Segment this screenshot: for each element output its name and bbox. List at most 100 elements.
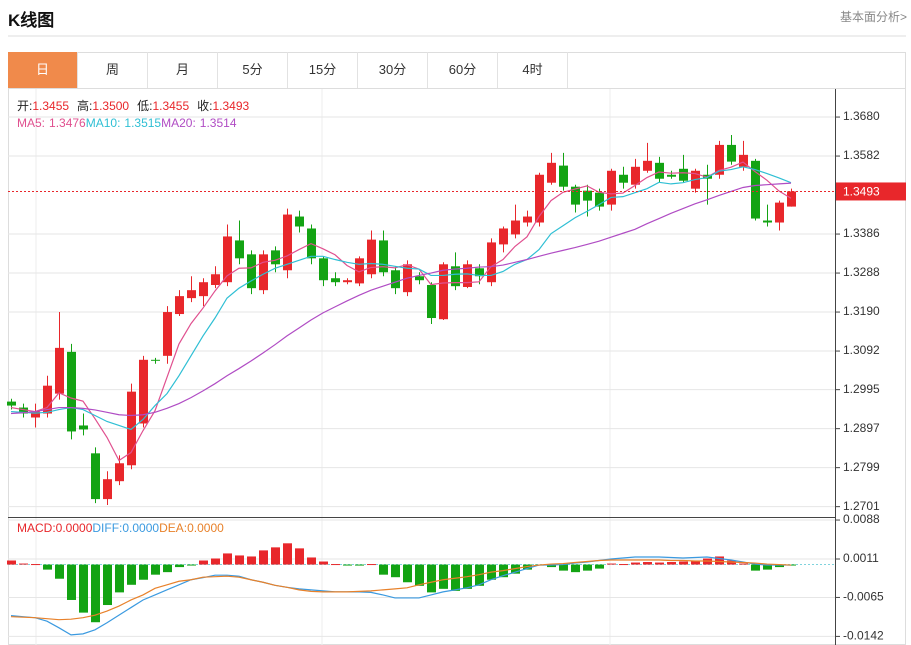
- candle-body: [679, 168, 688, 181]
- candle-body: [715, 144, 724, 175]
- macd-bar: [655, 562, 664, 565]
- macd-bar: [151, 564, 160, 575]
- macd-bar: [679, 561, 688, 565]
- analysis-link[interactable]: 基本面分析>: [839, 10, 907, 24]
- candle-body: [775, 202, 784, 223]
- legend-name: MACD:: [17, 521, 56, 535]
- y-tick-label: 1.2995: [843, 382, 880, 396]
- candle-body: [751, 160, 760, 219]
- candle-body: [475, 268, 484, 277]
- legend-value: 1.3476: [49, 116, 86, 130]
- macd-bar: [439, 564, 448, 589]
- candle-body: [223, 236, 232, 283]
- legend-value: 0.0000: [55, 521, 93, 535]
- tab[interactable]: 月: [148, 52, 218, 88]
- legend-item: MA20: 1.3514: [161, 116, 236, 130]
- candle-body: [319, 258, 328, 281]
- legend-item: DIFF:0.0000: [92, 521, 159, 535]
- candle-body: [535, 174, 544, 223]
- candle-body: [79, 425, 88, 430]
- info-item: 低:1.3455: [137, 97, 189, 114]
- candle-body: [619, 174, 628, 183]
- candle-body: [499, 228, 508, 245]
- candle-body: [367, 239, 376, 275]
- info-label: 低:: [137, 99, 153, 113]
- macd-bar: [343, 564, 352, 566]
- candle-body: [439, 264, 448, 320]
- candle-body: [7, 401, 16, 406]
- macd-bar: [115, 564, 124, 593]
- macd-bar: [691, 560, 700, 565]
- macd-bar: [763, 564, 772, 570]
- candle-body: [655, 162, 664, 179]
- candle-body: [355, 258, 364, 284]
- info-value: 1.3455: [152, 99, 190, 113]
- tab[interactable]: 5分: [218, 52, 288, 88]
- ma-legend: MA5: 1.3476MA10: 1.3515MA20: 1.3514: [17, 116, 237, 130]
- macd-bar: [571, 564, 580, 573]
- candle-body: [43, 385, 52, 414]
- macd-bar: [643, 562, 652, 565]
- candle-body: [295, 216, 304, 227]
- candle-body: [175, 296, 184, 315]
- macd-bar: [559, 564, 568, 571]
- tab[interactable]: 60分: [428, 52, 498, 88]
- macd-bar: [91, 564, 100, 623]
- macd-line: [10, 556, 791, 636]
- macd-bar: [67, 564, 76, 600]
- candle-body: [31, 411, 40, 418]
- legend-value: 1.3515: [124, 116, 162, 130]
- macd-bar: [199, 560, 208, 565]
- y-tick-label: -0.0065: [843, 590, 884, 604]
- legend-name: MA20:: [161, 116, 196, 130]
- candle-body: [763, 220, 772, 223]
- candle-body: [571, 186, 580, 205]
- tab[interactable]: 4时: [498, 52, 568, 88]
- candle-body: [67, 351, 76, 432]
- macd-bar: [43, 564, 52, 570]
- macd-bar: [631, 562, 640, 565]
- candle-body: [331, 278, 340, 283]
- candle-body: [199, 282, 208, 297]
- tab[interactable]: 日: [8, 52, 78, 88]
- ma-line: [10, 166, 792, 431]
- legend-value: 0.0000: [187, 521, 224, 535]
- macd-bar: [271, 547, 280, 565]
- macd-bar: [211, 558, 220, 565]
- y-tick-label: 1.3092: [843, 343, 880, 357]
- y-tick-label: 1.2701: [843, 499, 880, 513]
- macd-bar: [367, 564, 376, 566]
- y-tick-label: 1.2799: [843, 460, 880, 474]
- tab[interactable]: 30分: [358, 52, 428, 88]
- ma-line: [10, 161, 792, 462]
- candle-body: [523, 216, 532, 223]
- info-value: 1.3500: [92, 99, 130, 113]
- candle-body: [391, 270, 400, 289]
- candle-body: [787, 191, 796, 207]
- candle-body: [547, 162, 556, 183]
- tab[interactable]: 周: [78, 52, 148, 88]
- macd-bar: [139, 564, 148, 580]
- macd-legend: MACD:0.0000DIFF:0.0000DEA:0.0000: [17, 521, 224, 535]
- macd-bar: [355, 564, 364, 566]
- tab[interactable]: 15分: [288, 52, 358, 88]
- legend-item: MA10: 1.3515: [86, 116, 161, 130]
- candle-body: [271, 250, 280, 265]
- candle-body: [343, 280, 352, 283]
- macd-bar: [7, 560, 16, 565]
- macd-line: [10, 559, 792, 621]
- frame: [8, 52, 906, 645]
- y-tick-label: 1.3190: [843, 304, 880, 318]
- candle-body: [139, 359, 148, 424]
- macd-bar: [259, 550, 268, 565]
- y-tick-label: 0.0011: [843, 551, 879, 565]
- macd-bar: [739, 563, 748, 565]
- candle-body: [667, 174, 676, 177]
- candle-body: [583, 190, 592, 201]
- macd-bar: [247, 556, 256, 565]
- legend-item: DEA:0.0000: [159, 521, 224, 535]
- info-item: 高:1.3500: [77, 97, 129, 114]
- macd-bar: [295, 548, 304, 565]
- macd-bar: [715, 556, 724, 565]
